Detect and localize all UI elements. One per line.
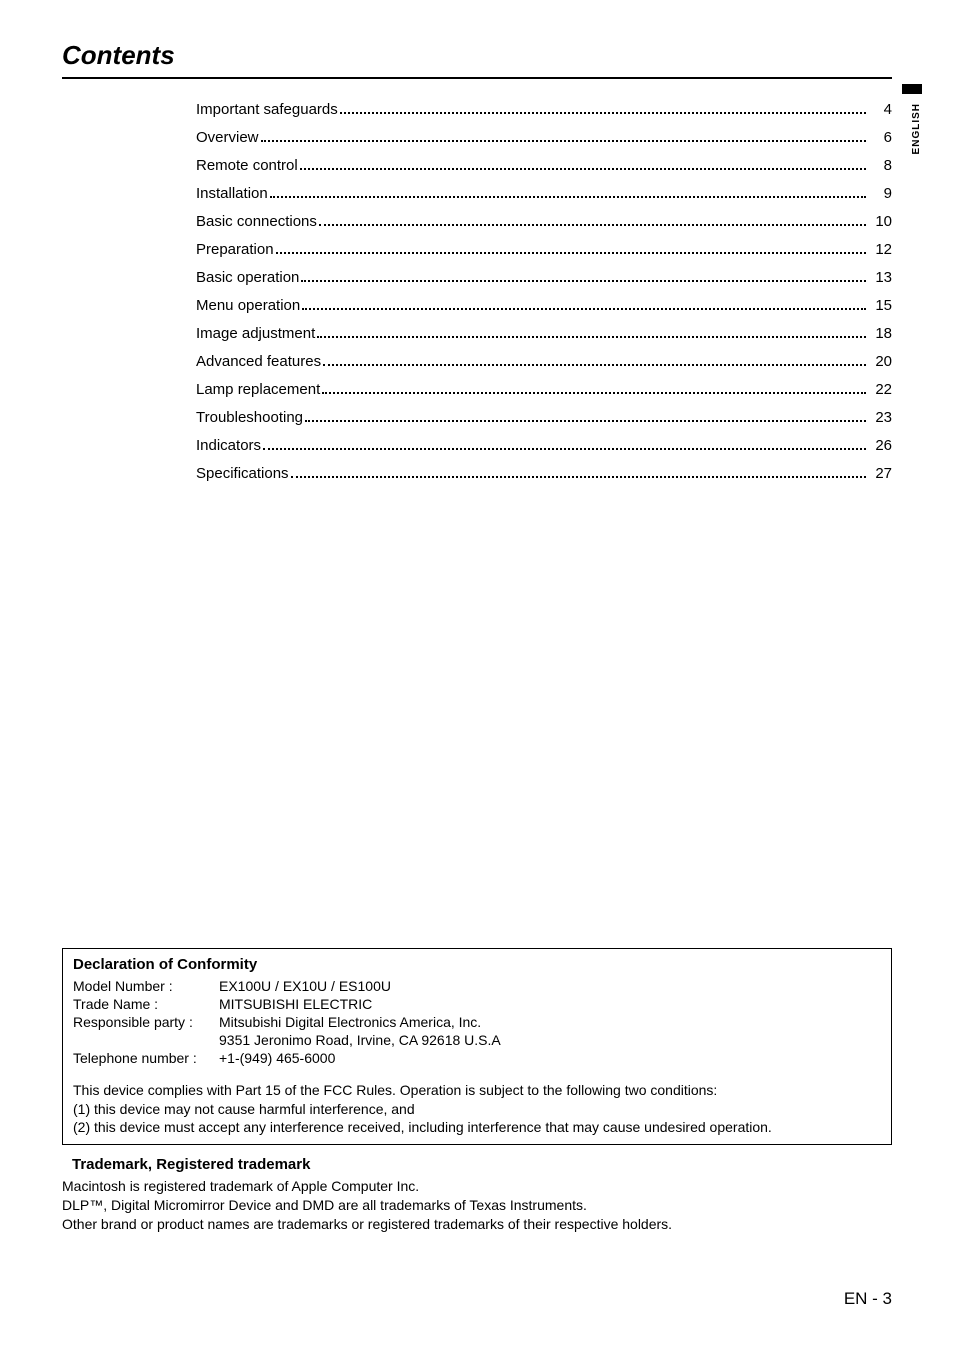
toc-leader: [323, 364, 866, 366]
compliance-statement: This device complies with Part 15 of the…: [73, 1081, 881, 1136]
toc-row: Important safeguards 4: [196, 101, 892, 118]
toc-label: Image adjustment: [196, 325, 315, 342]
side-tab-marker: [902, 84, 922, 94]
toc-label: Preparation: [196, 241, 274, 258]
declaration-label: Trade Name :: [73, 995, 219, 1013]
toc-page: 26: [868, 437, 892, 454]
toc-label: Advanced features: [196, 353, 321, 370]
page-number: EN - 3: [844, 1289, 892, 1309]
toc-page: 10: [868, 213, 892, 230]
toc-leader: [300, 168, 866, 170]
toc-page: 23: [868, 409, 892, 426]
toc-leader: [261, 140, 866, 142]
toc-leader: [276, 252, 866, 254]
toc-page: 18: [868, 325, 892, 342]
declaration-row: 9351 Jeronimo Road, Irvine, CA 92618 U.S…: [73, 1031, 881, 1049]
toc-label: Menu operation: [196, 297, 300, 314]
toc-leader: [340, 112, 866, 114]
toc-row: Remote control 8: [196, 157, 892, 174]
toc-page: 27: [868, 465, 892, 482]
toc-row: Lamp replacement 22: [196, 381, 892, 398]
heading-rule: [62, 77, 892, 79]
toc-label: Important safeguards: [196, 101, 338, 118]
toc-leader: [291, 476, 866, 478]
toc-leader: [302, 308, 866, 310]
toc-page: 15: [868, 297, 892, 314]
table-of-contents: Important safeguards 4 Overview 6 Remote…: [196, 101, 892, 482]
trademark-title: Trademark, Registered trademark: [72, 1155, 892, 1175]
toc-row: Overview 6: [196, 129, 892, 146]
toc-leader: [270, 196, 866, 198]
toc-page: 12: [868, 241, 892, 258]
toc-label: Specifications: [196, 465, 289, 482]
declaration-label: Telephone number :: [73, 1049, 219, 1067]
declaration-row: Responsible party : Mitsubishi Digital E…: [73, 1013, 881, 1031]
toc-row: Troubleshooting 23: [196, 409, 892, 426]
toc-label: Troubleshooting: [196, 409, 303, 426]
toc-page: 9: [868, 185, 892, 202]
declaration-row: Trade Name : MITSUBISHI ELECTRIC: [73, 995, 881, 1013]
toc-page: 8: [868, 157, 892, 174]
compliance-line: (2) this device must accept any interfer…: [73, 1118, 881, 1136]
declaration-value: 9351 Jeronimo Road, Irvine, CA 92618 U.S…: [219, 1031, 881, 1049]
toc-row: Basic connections 10: [196, 213, 892, 230]
trademark-line: Other brand or product names are tradema…: [62, 1215, 892, 1234]
toc-label: Overview: [196, 129, 259, 146]
language-tab: ENGLISH: [911, 103, 922, 154]
toc-label: Indicators: [196, 437, 261, 454]
declaration-label: Model Number :: [73, 977, 219, 995]
toc-page: 20: [868, 353, 892, 370]
toc-leader: [301, 280, 866, 282]
toc-row: Advanced features 20: [196, 353, 892, 370]
trademark-line: DLP™, Digital Micromirror Device and DMD…: [62, 1196, 892, 1215]
toc-page: 4: [868, 101, 892, 118]
toc-page: 6: [868, 129, 892, 146]
toc-leader: [322, 392, 866, 394]
declaration-row: Model Number : EX100U / EX10U / ES100U: [73, 977, 881, 995]
toc-label: Basic connections: [196, 213, 317, 230]
declaration-value: Mitsubishi Digital Electronics America, …: [219, 1013, 881, 1031]
trademark-line: Macintosh is registered trademark of App…: [62, 1177, 892, 1196]
toc-page: 13: [868, 269, 892, 286]
toc-row: Indicators 26: [196, 437, 892, 454]
toc-leader: [319, 224, 866, 226]
declaration-label: [73, 1031, 219, 1049]
toc-label: Remote control: [196, 157, 298, 174]
page-title: Contents: [62, 40, 892, 71]
page: ENGLISH Contents Important safeguards 4 …: [0, 0, 954, 1351]
toc-row: Menu operation 15: [196, 297, 892, 314]
declaration-label: Responsible party :: [73, 1013, 219, 1031]
declaration-value: +1-(949) 465-6000: [219, 1049, 881, 1067]
declaration-of-conformity: Declaration of Conformity Model Number :…: [62, 948, 892, 1145]
compliance-line: This device complies with Part 15 of the…: [73, 1081, 881, 1099]
trademark-section: Trademark, Registered trademark Macintos…: [62, 1155, 892, 1234]
toc-row: Specifications 27: [196, 465, 892, 482]
toc-label: Lamp replacement: [196, 381, 320, 398]
toc-leader: [317, 336, 866, 338]
toc-label: Installation: [196, 185, 268, 202]
compliance-line: (1) this device may not cause harmful in…: [73, 1100, 881, 1118]
toc-row: Basic operation 13: [196, 269, 892, 286]
declaration-title: Declaration of Conformity: [73, 955, 881, 975]
toc-row: Installation 9: [196, 185, 892, 202]
toc-row: Image adjustment 18: [196, 325, 892, 342]
toc-page: 22: [868, 381, 892, 398]
declaration-value: MITSUBISHI ELECTRIC: [219, 995, 881, 1013]
toc-leader: [305, 420, 866, 422]
toc-leader: [263, 448, 866, 450]
toc-label: Basic operation: [196, 269, 299, 286]
declaration-value: EX100U / EX10U / ES100U: [219, 977, 881, 995]
toc-row: Preparation 12: [196, 241, 892, 258]
declaration-row: Telephone number : +1-(949) 465-6000: [73, 1049, 881, 1067]
